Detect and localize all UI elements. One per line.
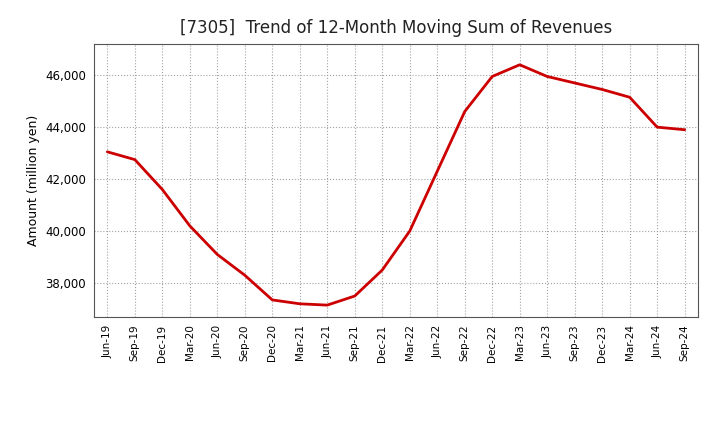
Y-axis label: Amount (million yen): Amount (million yen) <box>27 115 40 246</box>
Title: [7305]  Trend of 12-Month Moving Sum of Revenues: [7305] Trend of 12-Month Moving Sum of R… <box>180 19 612 37</box>
